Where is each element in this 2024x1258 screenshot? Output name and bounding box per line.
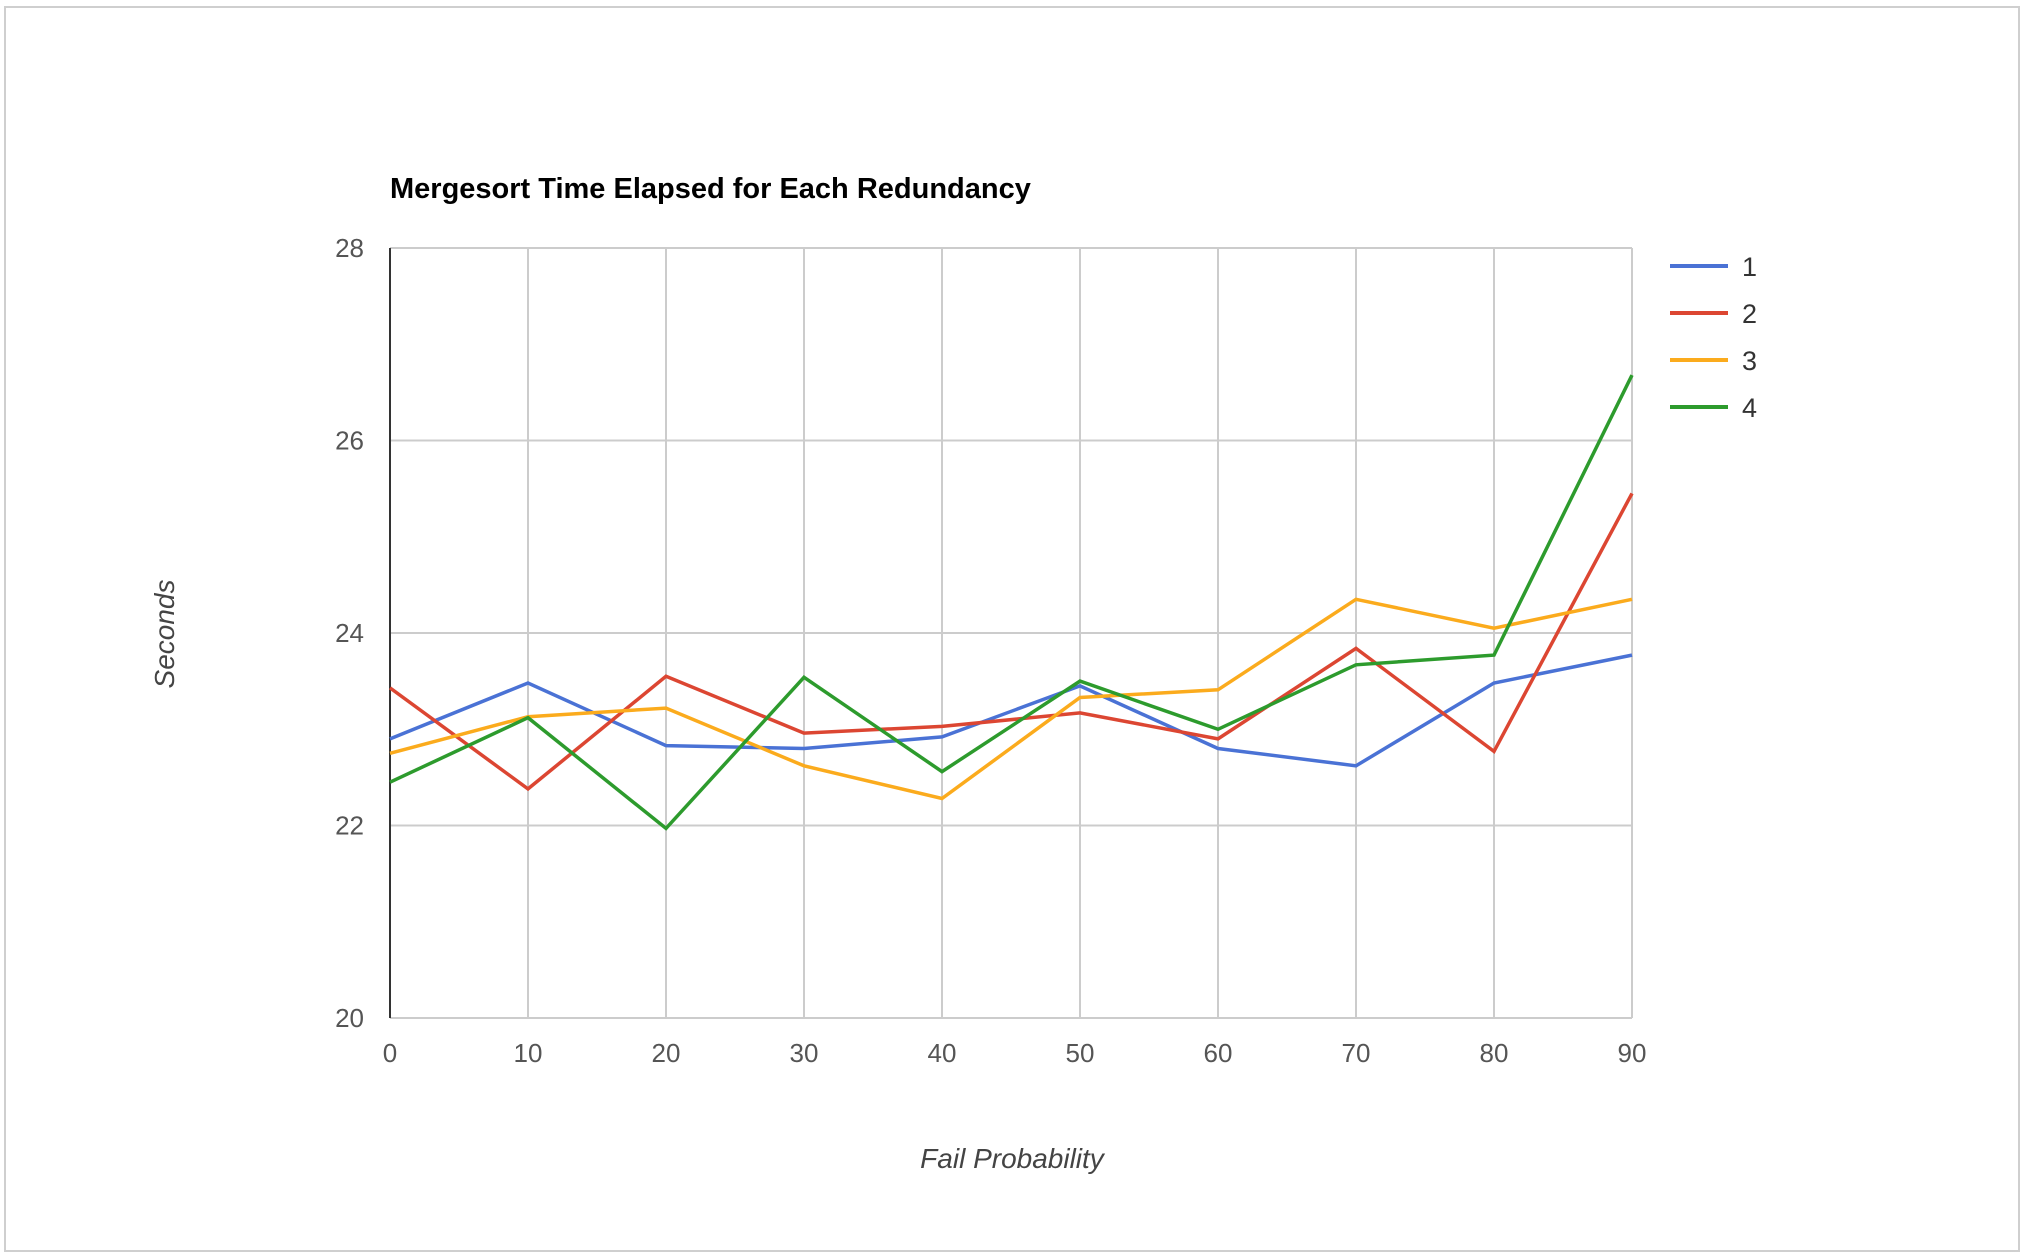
grid-lines	[389, 247, 1633, 1019]
y-tick-label: 20	[335, 1003, 364, 1033]
x-tick-label: 60	[1204, 1038, 1233, 1068]
chart-frame: 0 10 20 30 40 50 60 70 80 90 20 22 24 26 28 1 2 3 4 Merge…	[4, 6, 2020, 1252]
y-tick-label: 22	[335, 811, 364, 841]
y-axis-label: Seconds	[149, 580, 180, 689]
x-tick-label: 0	[383, 1038, 397, 1068]
legend-label-4: 4	[1742, 393, 1757, 423]
legend: 1 2 3 4	[1670, 252, 1757, 423]
series-lines	[388, 374, 1634, 831]
x-axis-label: Fail Probability	[920, 1143, 1106, 1174]
series-line-2	[388, 492, 1634, 792]
series-line-4	[389, 374, 1634, 831]
series-line-3	[389, 597, 1633, 801]
x-tick-label: 10	[514, 1038, 543, 1068]
x-tick-label: 30	[790, 1038, 819, 1068]
y-tick-label: 26	[335, 426, 364, 456]
y-tick-label: 24	[335, 618, 364, 648]
y-tick-label: 28	[335, 233, 364, 263]
chart-title: Mergesort Time Elapsed for Each Redundan…	[390, 173, 1031, 205]
x-tick-label: 50	[1066, 1038, 1095, 1068]
legend-label-2: 2	[1742, 299, 1757, 329]
legend-label-3: 3	[1742, 346, 1757, 376]
tick-labels: 0 10 20 30 40 50 60 70 80 90 20 22 24 26 28	[335, 233, 1646, 1068]
legend-label-1: 1	[1742, 252, 1757, 282]
series-line-1	[389, 653, 1633, 768]
x-tick-label: 20	[652, 1038, 681, 1068]
x-tick-label: 70	[1342, 1038, 1371, 1068]
line-chart: 0 10 20 30 40 50 60 70 80 90 20 22 24 26 28 1 2 3 4 Merge…	[149, 173, 1757, 1174]
x-tick-label: 80	[1480, 1038, 1509, 1068]
x-tick-label: 90	[1618, 1038, 1647, 1068]
x-tick-label: 40	[928, 1038, 957, 1068]
